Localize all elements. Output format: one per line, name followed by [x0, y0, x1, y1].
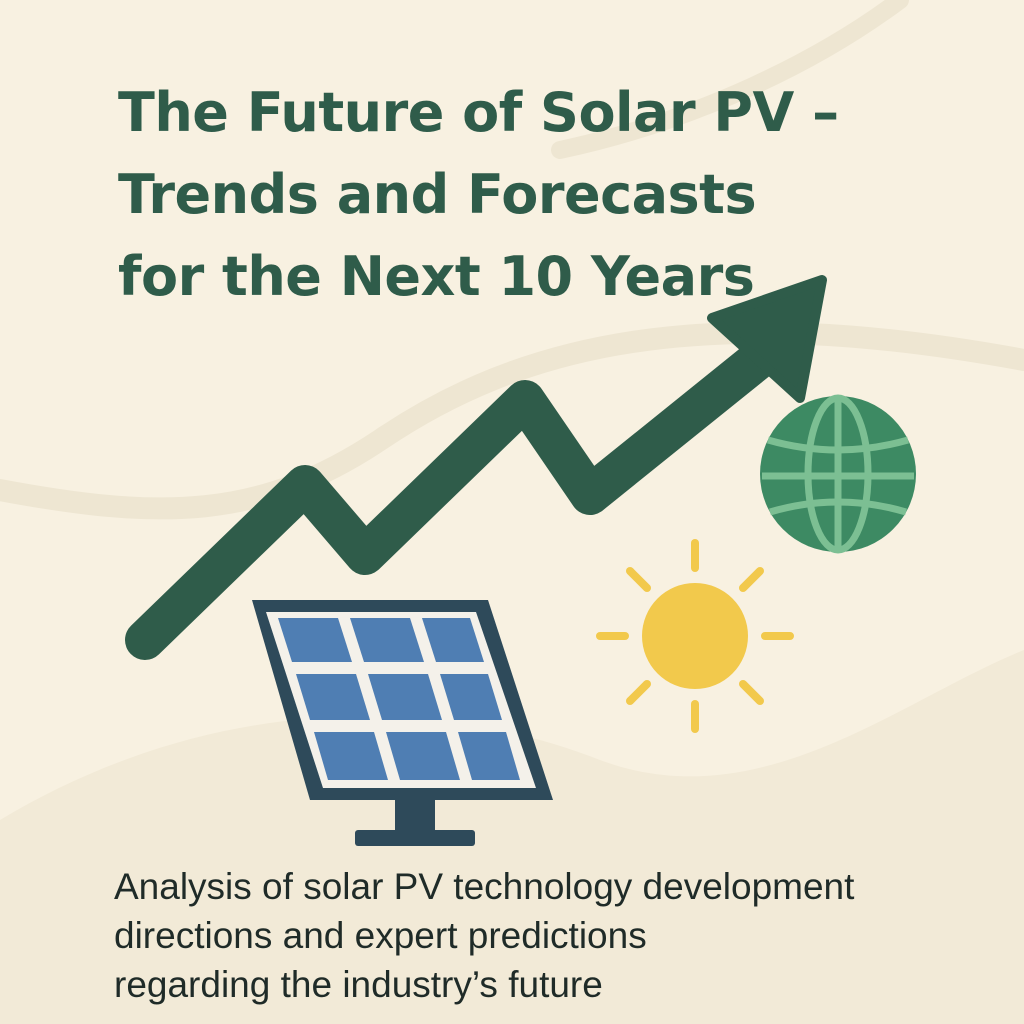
subtitle-line-2: directions and expert predictions: [114, 915, 647, 956]
subtitle: Analysis of solar PV technology developm…: [114, 862, 994, 1009]
trend-arrow-icon: [125, 275, 827, 660]
sun-icon: [596, 539, 794, 733]
solar-panel-icon: [252, 600, 553, 846]
title-line-1: The Future of Solar PV –: [118, 81, 839, 144]
globe-icon: [760, 394, 916, 554]
page-title: The Future of Solar PV – Trends and Fore…: [118, 72, 978, 318]
subtitle-line-1: Analysis of solar PV technology developm…: [114, 866, 855, 907]
title-line-3: for the Next 10 Years: [118, 245, 755, 308]
title-line-2: Trends and Forecasts: [118, 163, 757, 226]
subtitle-line-3: regarding the industry’s future: [114, 964, 603, 1005]
